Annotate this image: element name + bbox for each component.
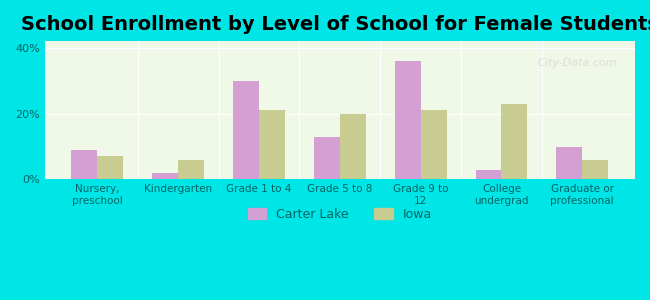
Legend: Carter Lake, Iowa: Carter Lake, Iowa [242,203,437,226]
Bar [476,169,501,179]
Bar [501,104,527,179]
Bar [152,173,178,179]
Bar [178,160,204,179]
Bar [340,114,366,179]
Bar [556,146,582,179]
Bar [98,156,124,179]
Text: City-Data.com: City-Data.com [538,58,618,68]
Bar [395,61,421,179]
Bar [259,110,285,179]
Bar [233,81,259,179]
Title: School Enrollment by Level of School for Female Students: School Enrollment by Level of School for… [21,15,650,34]
Bar [72,150,98,179]
Bar [314,136,340,179]
Bar [582,160,608,179]
Bar [421,110,447,179]
